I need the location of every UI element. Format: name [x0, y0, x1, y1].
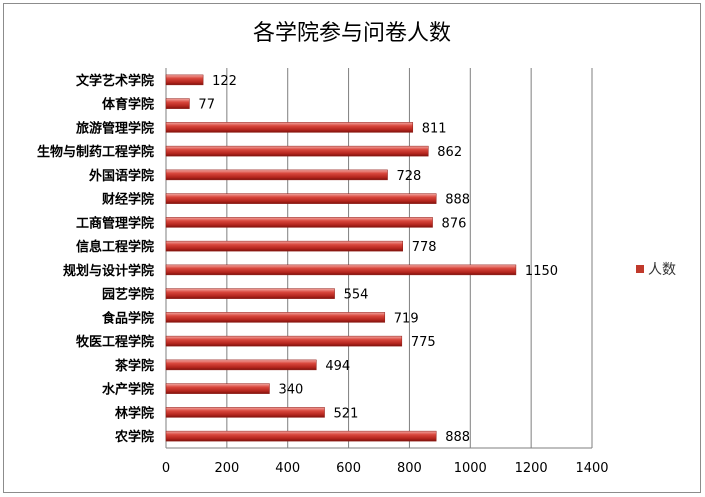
data-label: 77 [198, 98, 215, 113]
bar [165, 312, 386, 323]
data-label: 554 [344, 288, 369, 303]
category-label: 园艺学院 [102, 287, 154, 303]
chart-title: 各学院参与问卷人数 [253, 21, 451, 46]
data-label: 811 [422, 121, 447, 136]
bar [165, 98, 190, 109]
x-tick-labels: 0 200 400 600 800 1000 1200 1400 [162, 461, 609, 476]
bar [165, 407, 325, 418]
category-label: 规划与设计学院 [63, 263, 154, 279]
bar [165, 74, 204, 86]
x-tick-label: 0 [162, 461, 170, 476]
data-label: 122 [212, 74, 237, 89]
bar [165, 240, 403, 252]
category-label: 信息工程学院 [76, 239, 154, 255]
bar [165, 335, 403, 347]
x-tick-label: 800 [397, 461, 422, 476]
data-label: 778 [412, 240, 437, 255]
category-label: 茶学院 [115, 358, 154, 374]
category-label: 牧医工程学院 [76, 334, 154, 350]
category-label: 食品学院 [102, 310, 154, 326]
legend-swatch [636, 265, 644, 273]
data-label: 494 [325, 359, 350, 374]
bar [165, 169, 388, 181]
data-label: 888 [445, 430, 470, 445]
x-tick-label: 1200 [515, 461, 548, 476]
legend: 人数 [636, 262, 676, 278]
bar [165, 430, 437, 442]
data-labels: 122 77 811 862 728 888 876 778 1150 554 719 775 494 3… [198, 74, 558, 445]
x-tick-label: 1400 [575, 461, 608, 476]
bar [165, 193, 437, 204]
bar [165, 217, 433, 228]
category-label: 生物与制药工程学院 [37, 144, 154, 160]
data-label: 521 [334, 406, 359, 421]
bar [165, 122, 414, 133]
bar [165, 359, 317, 371]
category-label: 外国语学院 [88, 168, 154, 184]
x-tick-label: 1000 [454, 461, 487, 476]
data-label: 728 [397, 169, 422, 184]
bars [165, 74, 517, 442]
category-label: 林学院 [115, 405, 154, 421]
bar [165, 264, 517, 276]
bar [165, 288, 335, 299]
category-label: 财经学院 [102, 192, 154, 208]
legend-label: 人数 [648, 262, 676, 278]
category-label: 水产学院 [102, 382, 154, 398]
data-label: 340 [278, 383, 303, 398]
bar [165, 145, 429, 157]
category-label: 农学院 [114, 429, 154, 445]
data-label: 775 [411, 335, 436, 350]
category-labels: 文学艺术学院体育学院旅游管理学院生物与制药工程学院外国语学院财经学院工商管理学院… [37, 73, 154, 445]
x-tick-label: 600 [336, 461, 361, 476]
category-label: 文学艺术学院 [76, 73, 154, 89]
data-label: 719 [394, 311, 419, 326]
x-tick-label: 200 [214, 461, 239, 476]
data-label: 862 [437, 145, 462, 160]
x-tick-label: 400 [275, 461, 300, 476]
category-label: 旅游管理学院 [76, 120, 154, 136]
category-label: 体育学院 [102, 97, 154, 113]
data-label: 1150 [525, 264, 558, 279]
data-label: 888 [445, 193, 470, 208]
data-label: 876 [442, 216, 467, 231]
category-label: 工商管理学院 [76, 215, 154, 231]
bar [165, 383, 270, 394]
